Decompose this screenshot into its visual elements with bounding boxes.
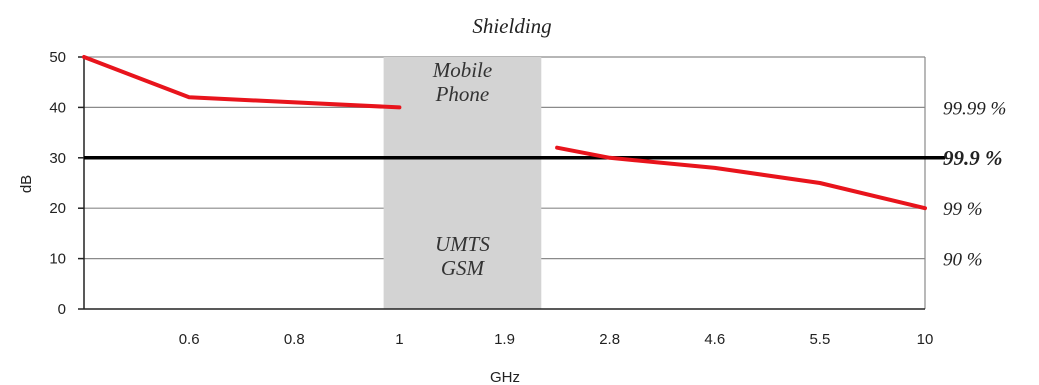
right-percent-label: 90 % bbox=[943, 250, 983, 271]
y-tick-label: 40 bbox=[49, 99, 66, 116]
x-tick-label: 2.8 bbox=[599, 331, 620, 348]
band-label-upper: Phone bbox=[435, 82, 490, 106]
x-tick-label: 4.6 bbox=[704, 331, 725, 348]
right-percent-label: 99.9 % bbox=[943, 146, 1003, 170]
axes bbox=[78, 56, 925, 310]
y-tick-label: 50 bbox=[49, 49, 66, 66]
chart-title: Shielding bbox=[472, 14, 551, 38]
right-percent-label: 99.99 % bbox=[943, 98, 1006, 119]
x-tick-label: 5.5 bbox=[809, 331, 830, 348]
band-label-lower: UMTS bbox=[435, 232, 490, 256]
y-tick-label: 20 bbox=[49, 200, 66, 217]
y-tick-label: 10 bbox=[49, 251, 66, 268]
y-tick-label: 30 bbox=[49, 150, 66, 167]
data-series bbox=[82, 55, 927, 211]
x-tick-label: 1.9 bbox=[494, 331, 515, 348]
y-axis-label: dB bbox=[18, 175, 35, 193]
right-percent-label: 99 % bbox=[943, 199, 983, 220]
x-tick-label: 10 bbox=[917, 331, 934, 348]
x-tick-labels: 0.6 0.8 1 1.9 2.8 4.6 5.5 10 bbox=[179, 331, 934, 348]
series-line bbox=[555, 145, 927, 211]
x-tick-label: 0.8 bbox=[284, 331, 305, 348]
x-tick-label: 1 bbox=[395, 331, 403, 348]
y-tick-label: 0 bbox=[58, 301, 66, 318]
x-tick-label: 0.6 bbox=[179, 331, 200, 348]
band-label-upper: Mobile bbox=[432, 58, 492, 82]
x-axis-label: GHz bbox=[490, 369, 520, 385]
right-percent-labels: 99.99 % 99.9 % 99 % 90 % bbox=[943, 98, 1006, 270]
series-line bbox=[82, 55, 402, 110]
band-label-lower: GSM bbox=[441, 256, 486, 280]
band-rect bbox=[383, 57, 542, 309]
y-tick-labels: 0 10 20 30 40 50 bbox=[49, 49, 66, 318]
